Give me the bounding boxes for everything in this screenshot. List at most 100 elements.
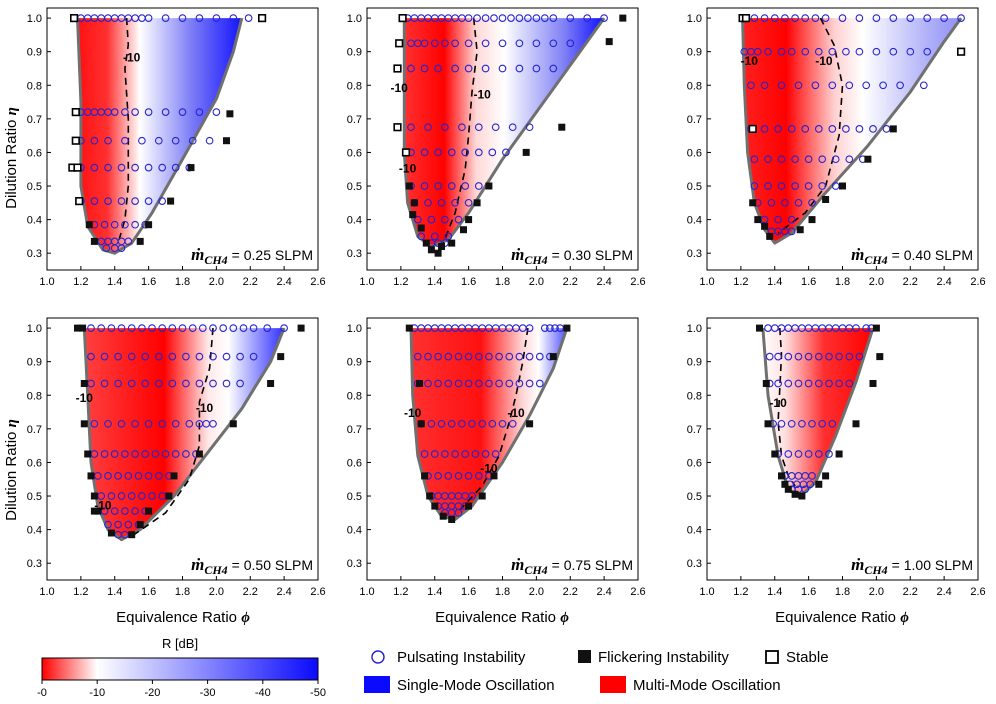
y-tick-label: 0.8 [687,390,702,402]
contour-line [131,328,214,537]
pulsating-point [90,419,99,428]
legend-multi-mode-swatch [600,676,626,693]
pulsating-point [198,324,207,332]
pulsating-point [835,379,843,388]
flickering-point [754,216,762,224]
pulsating-point [540,14,549,22]
pulsating-point [437,198,446,207]
pulsating-point [502,148,510,157]
flickering-point [749,199,757,207]
pulsating-point [818,155,827,164]
flickering-point [798,492,806,500]
pulsating-point [498,39,507,48]
flow-rate-annotation: ṁCH4 = 1.00 SLPM [851,555,973,577]
pulsating-point [141,352,150,361]
pulsating-point [508,123,517,132]
flickering-point [417,224,425,232]
flickering-point [90,237,98,245]
pulsating-point [498,419,507,428]
panel-6: -10 1.0 1.2 1.4 1.6 1.8 2.0 2.2 2.4 2.6 0.3 0.4 0.5 0… [687,317,986,598]
pulsating-point [495,352,503,361]
pulsating-point [549,64,558,73]
pulsating-point [121,136,129,145]
pulsating-point [787,419,796,428]
flickering-point [784,485,792,493]
y-tick-label: 0.3 [27,248,42,260]
flickering-point [439,512,447,520]
legend-flickering-label: Flickering Instability [598,649,729,666]
pulsating-point [525,123,534,132]
pulsating-point [461,182,470,190]
xlabel-text: Equivalence Ratio [116,609,237,626]
contour-label: -10 [474,88,492,102]
pulsating-point [794,198,803,207]
pulsating-point [154,472,163,480]
flickering-point [145,507,153,515]
pulsating-point [600,14,608,22]
pulsating-point [464,14,473,22]
pulsating-point [828,47,837,56]
pulsating-point [777,81,786,90]
pulsating-point [862,324,871,332]
y-tick-label: 0.9 [687,357,702,369]
flickering-point [136,237,144,245]
y-tick-label: 1.0 [687,323,702,335]
pulsating-point [424,379,432,388]
pulsating-point [263,324,272,332]
colorbar-title: R [dB] [162,636,198,651]
flickering-point [619,14,627,22]
panel-2: -10 -10 -10 1.0 1.2 1.4 1.6 1.8 2.0 2.2 2.4 2.6 0.3 0… [347,7,646,288]
pulsating-point [158,419,167,428]
x-tick-label: 2.0 [209,586,224,598]
stable-point [71,108,80,117]
x-tick-label: 1.2 [733,276,748,288]
pulsating-point [808,198,816,207]
pulsating-point [182,379,190,388]
pulsating-point [114,472,122,480]
x-tick-label: 2.4 [276,586,291,598]
flickering-point [136,521,144,529]
pulsating-point [144,163,153,172]
pulsating-point [249,324,258,332]
flickering-point [80,380,88,387]
colorbar-tick-label: -30 [200,687,216,699]
pulsating-point [468,419,476,428]
pulsating-point [814,125,823,133]
pulsating-point [507,14,515,22]
pulsating-point [90,197,99,205]
pulsating-point [437,419,446,428]
y-tick-label: 0.7 [27,114,42,126]
pulsating-point [161,14,170,22]
pulsating-point [498,64,507,73]
pulsating-point [872,47,881,56]
xlabel-text: Equivalence Ratio [775,609,896,626]
contour-label: -10 [391,81,409,95]
y-tick-label: 0.4 [27,215,42,227]
pulsating-point [244,14,253,22]
pulsating-point [825,379,833,388]
pulsating-point [138,136,146,145]
pulsating-point [212,14,221,22]
legend-stable-label: Stable [786,649,829,666]
pulsating-point [441,39,449,48]
pulsating-point [110,507,119,515]
pulsating-point [144,472,153,480]
pulsating-point [777,419,786,428]
contour-label: -10 [815,54,833,68]
y-tick-label: 0.4 [687,525,702,537]
pulsating-point [845,155,854,164]
pulsating-point [750,155,759,164]
pulsating-point [154,379,163,388]
pulsating-point [535,352,544,361]
pulsating-point [474,123,483,132]
pulsating-point [249,352,258,361]
pulsating-point [148,492,156,500]
x-tick-label: 1.2 [733,586,748,598]
y-tick-label: 0.4 [687,215,702,227]
pulsating-point [764,47,772,56]
pulsating-point [777,155,786,164]
pulsating-point [760,125,769,133]
pulsating-point [923,47,932,56]
pulsating-point [222,379,231,388]
pulsating-point [767,198,776,207]
